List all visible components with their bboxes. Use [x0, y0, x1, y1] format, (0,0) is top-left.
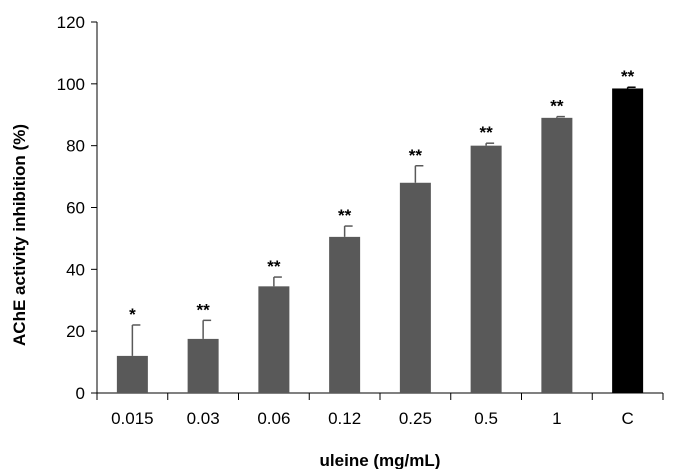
- significance-labels: * **************: [129, 67, 635, 324]
- y-axis-title: AChE activity inhibition (%): [10, 124, 29, 346]
- significance-label: **: [409, 146, 423, 165]
- significance-label: **: [550, 97, 564, 116]
- y-tick-label: 100: [57, 75, 85, 94]
- x-axis-title: uleine (mg/mL): [320, 451, 441, 469]
- bar: [541, 117, 573, 393]
- x-category-label: 0.25: [399, 409, 432, 428]
- y-axis: 0 20 40 60 80 100 120: [57, 13, 98, 403]
- bar: [470, 145, 502, 393]
- significance-label: **: [480, 123, 494, 142]
- x-category-label: 0.03: [187, 409, 220, 428]
- bar: [399, 182, 431, 393]
- x-category-label: 0.12: [328, 409, 361, 428]
- bar: [187, 338, 219, 393]
- y-tick-label: 120: [57, 13, 85, 32]
- significance-label: **: [267, 257, 281, 276]
- x-category-label: 1: [552, 409, 561, 428]
- x-category-label: 0.015: [111, 409, 154, 428]
- y-tick-label: 80: [66, 137, 85, 156]
- bars: [116, 88, 644, 394]
- bar: [116, 355, 148, 393]
- x-category-label: 0.06: [257, 409, 290, 428]
- x-category-label: 0.5: [474, 409, 498, 428]
- significance-label: *: [129, 305, 136, 324]
- significance-label: **: [197, 300, 211, 319]
- y-tick-label: 0: [76, 384, 85, 403]
- y-tick-label: 20: [66, 322, 85, 341]
- error-bars: [131, 86, 636, 356]
- bar: [258, 286, 290, 393]
- y-tick-label: 40: [66, 260, 85, 279]
- x-category-label: C: [621, 409, 633, 428]
- x-axis: 0.015 0.03 0.06 0.12 0.25 0.5 1 C: [96, 392, 664, 428]
- y-tick-label: 60: [66, 199, 85, 218]
- bar: [329, 236, 361, 393]
- significance-label: **: [621, 67, 635, 86]
- bar-control: [612, 88, 644, 394]
- significance-label: **: [338, 206, 352, 225]
